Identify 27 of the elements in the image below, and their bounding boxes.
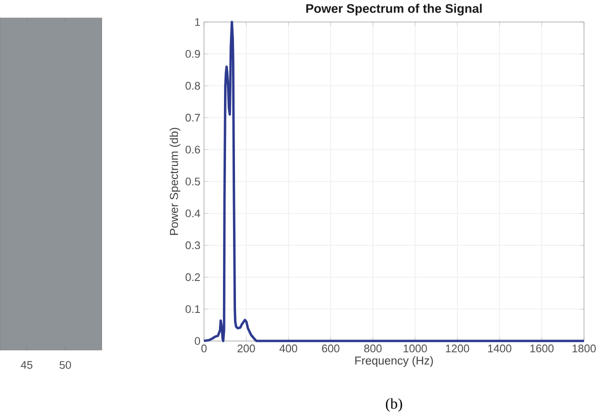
y-tick-label: 0.6 <box>186 146 200 154</box>
x-tick-label: 1800 <box>572 344 596 352</box>
x-tick-label: 200 <box>238 344 255 352</box>
chart-title: Power Spectrum of the Signal <box>306 4 482 16</box>
x-tick-label: 1000 <box>404 344 427 352</box>
x-tick-label: 0 <box>201 344 207 352</box>
y-tick-label: 0.4 <box>186 210 200 218</box>
y-tick-label: 0.3 <box>186 241 200 250</box>
x-tick-label: 400 <box>280 344 298 352</box>
y-axis-title: Power Spectrum (db) <box>170 128 180 235</box>
y-tick-label: 0.7 <box>186 114 200 122</box>
text: (b) <box>386 398 402 412</box>
text: 50 <box>60 361 71 369</box>
y-tick-label: 0.2 <box>186 273 200 282</box>
y-tick-label: 1 <box>195 18 200 26</box>
y-tick-label: 0.8 <box>186 82 200 90</box>
text: 45 <box>20 361 32 369</box>
y-tick-label: 0.9 <box>186 50 200 58</box>
y-tick-label: 0 <box>194 337 200 345</box>
x-tick-label: 1400 <box>488 344 512 352</box>
x-tick-label: 1200 <box>446 344 470 352</box>
y-tick-label: 0.5 <box>186 178 200 186</box>
x-tick-label: 800 <box>364 344 382 352</box>
x-tick-label: 600 <box>322 344 340 352</box>
y-tick-label: 0.1 <box>186 305 200 313</box>
x-tick-label: 1600 <box>530 344 554 352</box>
x-axis-title: Frequency (Hz) <box>355 356 433 367</box>
